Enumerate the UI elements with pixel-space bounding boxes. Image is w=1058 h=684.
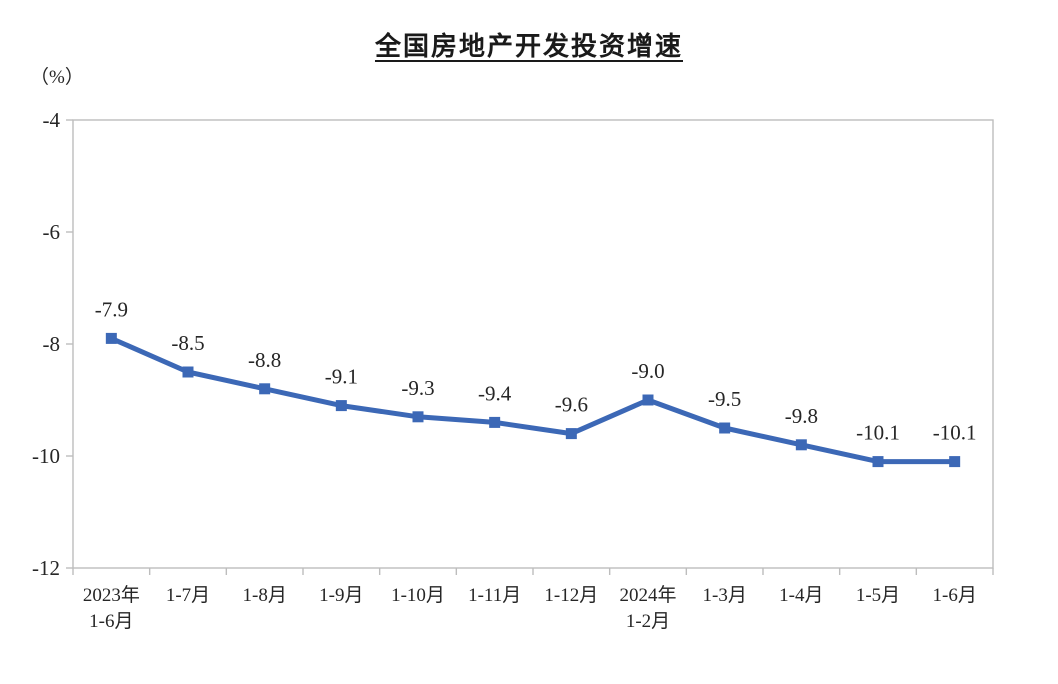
data-point-label: -8.5 — [171, 331, 204, 355]
data-point-marker — [642, 394, 654, 406]
x-axis-category-label: 1-10月 — [391, 585, 445, 606]
data-series-line — [108, 335, 958, 465]
y-axis-tick-label: -4 — [43, 108, 61, 132]
data-point-marker — [182, 366, 194, 378]
data-point-label: -9.5 — [708, 387, 741, 411]
x-axis-category-label: 1-2月 — [626, 611, 670, 632]
y-axis-tick-label: -8 — [43, 332, 61, 356]
x-axis-category-label: 1-4月 — [779, 585, 823, 606]
y-axis-tick-label: -6 — [43, 220, 61, 244]
y-axis-tick-label: -10 — [32, 444, 60, 468]
data-point-marker — [105, 332, 117, 344]
x-axis-category-label: 1-9月 — [319, 585, 363, 606]
data-point-label: -10.1 — [933, 421, 977, 445]
x-axis-category-label: 1-6月 — [933, 585, 977, 606]
data-point-marker — [719, 422, 731, 434]
data-point-label: -9.6 — [555, 393, 588, 417]
chart-title-row: 全国房地产开发投资增速 — [0, 26, 1058, 63]
data-point-label: -9.3 — [401, 376, 434, 400]
x-axis-category-label: 1-12月 — [544, 585, 598, 606]
data-point-label: -9.1 — [325, 365, 358, 389]
data-point-label: -10.1 — [856, 421, 900, 445]
data-point-marker — [335, 400, 347, 412]
x-axis-category-label: 1-11月 — [468, 585, 521, 606]
x-axis-category-label: 2023年 — [83, 584, 140, 606]
x-axis-category-label: 1-8月 — [243, 585, 287, 606]
x-axis-category-label: 1-5月 — [856, 585, 900, 606]
y-axis-tick-label: -12 — [32, 556, 60, 580]
x-axis-category-label: 1-7月 — [166, 585, 210, 606]
data-point-marker — [872, 456, 884, 468]
chart-title: 全国房地产开发投资增速 — [374, 31, 683, 61]
data-point-label: -9.4 — [478, 381, 512, 405]
data-point-marker — [259, 383, 271, 395]
data-point-marker — [949, 456, 961, 468]
y-axis-unit-label: （%） — [30, 67, 84, 88]
x-axis-category-label: 1-3月 — [703, 585, 747, 606]
data-point-marker — [565, 428, 577, 440]
data-point-marker — [412, 411, 424, 423]
data-point-marker — [489, 416, 501, 428]
plot-border — [72, 119, 994, 569]
x-axis-category-label: 1-6月 — [89, 611, 133, 632]
data-point-label: -9.8 — [785, 404, 818, 428]
x-axis-category-label: 2024年 — [619, 584, 676, 606]
data-point-label: -8.8 — [248, 348, 281, 372]
data-point-label: -7.9 — [95, 297, 128, 321]
data-point-label: -9.0 — [631, 359, 664, 383]
data-point-marker — [795, 439, 807, 451]
